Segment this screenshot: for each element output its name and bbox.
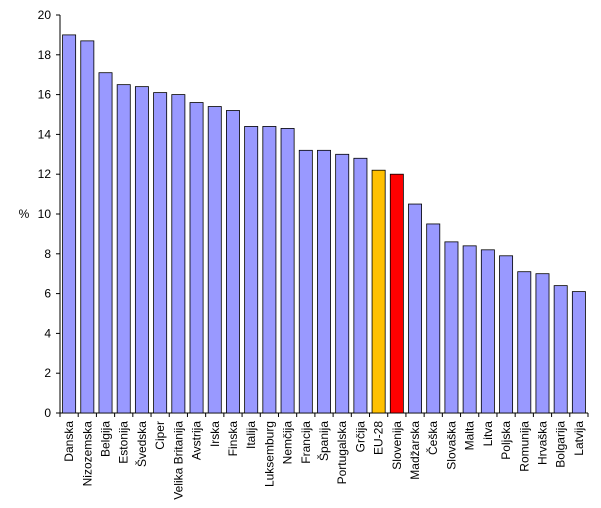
bar-11 [244,126,259,414]
x-category-label: Madžarska [408,421,422,480]
x-category-label: Irska [208,421,222,447]
x-category-label: Slovenija [390,421,404,470]
bar-18 [371,169,386,414]
bar-4 [116,84,131,414]
bar-5 [134,86,149,414]
x-category-label: Finska [226,421,240,457]
y-axis-title: % [19,207,30,221]
bar-9 [207,106,222,414]
x-category-label: Romunija [517,421,531,472]
bar-16 [335,153,350,414]
bar-8 [189,102,204,414]
bar-13 [280,128,295,414]
x-category-label: Bolgarija [554,421,568,468]
bar-27 [535,273,550,414]
bar-26 [517,271,532,414]
x-category-label: Španija [316,421,331,461]
x-category-label: Malta [463,421,477,451]
x-category-label: Ciper [153,421,167,450]
y-tick-label: 18 [38,48,52,62]
bar-10 [226,110,240,414]
bar-23 [462,245,477,414]
x-category-label: Švedska [134,421,149,467]
bar-17 [353,157,368,414]
y-tick-label: 0 [44,406,51,420]
y-tick-label: 14 [38,127,52,141]
x-category-label: Portugalska [335,421,349,485]
y-tick-label: 8 [44,247,51,261]
bar-22 [444,241,459,414]
x-category-label: Latvija [572,421,586,456]
bar-21 [426,223,441,414]
bar-19 [389,173,404,414]
bar-12 [262,126,277,414]
x-category-label: Francija [299,421,313,464]
bar-25 [499,255,514,414]
y-tick-label: 6 [44,287,51,301]
y-tick-label: 20 [38,8,52,22]
y-tick-label: 12 [38,167,52,181]
x-category-label: Estonija [117,421,131,464]
bar-2 [80,40,95,414]
x-category-label: Danska [62,421,76,462]
x-category-label: Avstrija [190,421,204,460]
x-category-label: Italija [244,421,258,449]
bar-24 [480,249,495,414]
bar-29 [571,291,586,414]
bar-7 [171,94,186,414]
x-category-label: Velika Britanija [171,421,185,500]
plot-area: 0 2 4 6 8 10 12 14 16 18 20% Danska Nizozemska Belgij… [19,8,589,500]
x-category-label: Litva [481,421,495,447]
x-category-label: Belgija [99,421,113,457]
x-category-label: Nemčija [281,421,295,465]
y-tick-label: 4 [44,326,51,340]
x-category-label: EU-28 [372,421,386,455]
bar-1 [62,34,77,414]
x-category-label: Luksemburg [262,421,276,487]
y-tick-label: 10 [38,207,52,221]
bar-3 [98,72,113,414]
bar-20 [408,203,422,414]
x-category-label: Slovaška [444,421,458,470]
x-category-label: Poljska [499,421,513,460]
y-tick-label: 2 [44,366,51,380]
x-category-label: Nizozemska [80,421,94,487]
y-tick-label: 16 [38,88,52,102]
x-category-label: Češka [425,421,440,455]
bar-14 [298,149,313,414]
x-category-label: Grčija [353,421,367,453]
bar-28 [553,285,568,414]
bar-6 [153,92,168,414]
x-category-label: Hrvaška [535,421,549,465]
bar-15 [317,149,331,414]
